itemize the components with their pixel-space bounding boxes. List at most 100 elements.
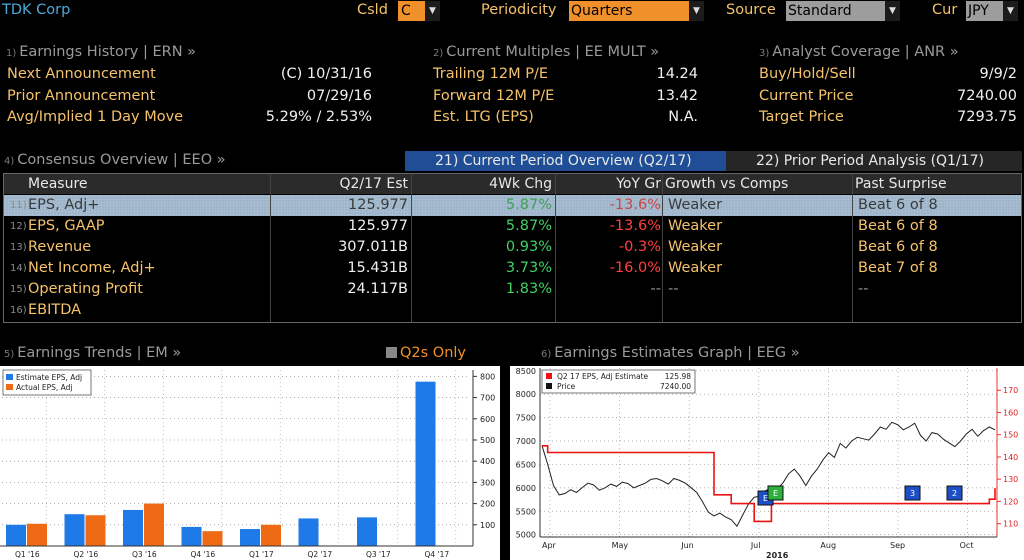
table-header: Measure Q2/17 Est 4Wk Chg YoY Gr Growth … <box>4 174 1021 194</box>
col-growth-vs-comps[interactable]: Growth vs Comps <box>665 176 789 192</box>
event-marker[interactable]: 2 <box>946 485 963 501</box>
current-multiples-link[interactable]: 2) Current Multiples | EE MULT » <box>433 44 659 60</box>
current-price-label: Current Price <box>759 88 854 104</box>
right-tick-label: 170 <box>1003 386 1018 395</box>
chg-cell: 5.87% <box>505 218 552 234</box>
surprise-cell: Beat 6 of 8 <box>858 239 938 255</box>
col-measure[interactable]: Measure <box>28 176 88 192</box>
row-number: 13) <box>10 242 27 253</box>
table-row[interactable]: 14) Net Income, Adj+ 15.431B 3.73% -16.0% Wea… <box>4 258 1021 279</box>
chg-cell: 0.93% <box>505 239 552 255</box>
marker-label: 3 <box>910 489 915 498</box>
x-tick-label: Q4 '16 <box>191 550 216 559</box>
y-tick-label: 700 <box>480 394 495 403</box>
col-yoy-gr[interactable]: YoY Gr <box>616 176 661 192</box>
event-marker[interactable]: 3 <box>904 485 921 501</box>
section-title: Earnings Trends | EM » <box>17 345 182 361</box>
measure-cell: Net Income, Adj+ <box>28 260 156 276</box>
table-row[interactable]: 15) Operating Profit 24.117B 1.83% -- -- -- <box>4 279 1021 300</box>
legend-price-value: 7240.00 <box>660 382 691 391</box>
right-tick-label: 150 <box>1003 431 1018 440</box>
target-price-label: Target Price <box>759 109 844 125</box>
row-number: 11) <box>10 200 27 211</box>
chg-cell: 3.73% <box>505 260 552 276</box>
trailing-pe-label: Trailing 12M P/E <box>433 66 549 82</box>
buy-hold-sell-label: Buy/Hold/Sell <box>759 66 856 82</box>
left-tick-label: 6000 <box>516 484 536 493</box>
col-past-surprise[interactable]: Past Surprise <box>855 176 947 192</box>
y-tick-label: 500 <box>480 436 495 445</box>
bar-estimate <box>123 509 143 546</box>
bar-actual <box>85 515 106 546</box>
prior-announcement-label: Prior Announcement <box>7 88 156 104</box>
q2s-only-toggle[interactable]: Q2s Only <box>386 345 466 361</box>
next-announcement-label: Next Announcement <box>7 66 156 82</box>
y-tick-label: 200 <box>480 500 495 509</box>
consensus-overview-link[interactable]: 4) Consensus Overview | EEO » <box>4 152 226 168</box>
event-marker[interactable]: E <box>767 485 784 501</box>
right-tick-label: 110 <box>1003 520 1018 529</box>
comps-cell: Weaker <box>668 239 723 255</box>
table-row[interactable]: 12) EPS, GAAP 125.977 5.87% -13.6% Weaker Beat… <box>4 216 1021 237</box>
periodicity-label: Periodicity <box>481 2 557 18</box>
tab-prior-period[interactable]: 22) Prior Period Analysis (Q1/17) <box>726 151 1022 171</box>
section-number: 2) <box>433 48 444 59</box>
measure-cell: EPS, GAAP <box>28 218 105 234</box>
csld-label: Csld <box>357 2 388 18</box>
earnings-history-link[interactable]: 1) Earnings History | ERN » <box>6 44 196 60</box>
right-tick-label: 160 <box>1003 408 1018 417</box>
estimate-cell: 125.977 <box>348 197 408 213</box>
section-title: Consensus Overview | EEO » <box>17 152 226 168</box>
section-number: 3) <box>759 48 770 59</box>
y-tick-label: 300 <box>480 478 495 487</box>
yoy-cell: -16.0% <box>609 260 661 276</box>
tab-current-period[interactable]: 21) Current Period Overview (Q2/17) <box>405 151 726 171</box>
marker-label: E <box>773 489 778 498</box>
earnings-estimates-chart: 5000 5500 6000 6500 7000 7500 8000 8500 110 120 13… <box>510 366 1024 560</box>
left-tick-label: 7000 <box>516 437 536 446</box>
currency-dropdown[interactable]: JPY ▼ <box>966 1 1018 21</box>
chevron-down-icon: ▼ <box>1003 1 1018 21</box>
buy-hold-sell-value: 9/9/2 <box>979 66 1017 82</box>
table-row[interactable]: 16) EBITDA <box>4 300 1021 321</box>
section-number: 6) <box>541 349 552 360</box>
ltg-label: Est. LTG (EPS) <box>433 109 534 125</box>
table-row[interactable]: 13) Revenue 307.011B 0.93% -0.3% Weaker Beat 6… <box>4 237 1021 258</box>
row-number: 15) <box>10 284 27 295</box>
forward-pe-label: Forward 12M P/E <box>433 88 555 104</box>
cur-label: Cur <box>932 2 958 18</box>
currency-value: JPY <box>968 3 989 19</box>
col-4wk-chg[interactable]: 4Wk Chg <box>489 176 552 192</box>
y-tick-label: 800 <box>480 372 495 381</box>
x-tick-label: Q1 '17 <box>249 550 274 559</box>
left-tick-label: 6500 <box>516 460 536 469</box>
section-title: Current Multiples | EE MULT » <box>446 44 660 60</box>
comps-cell: Weaker <box>668 218 723 234</box>
legend-price-series: Price <box>557 382 576 391</box>
periodicity-dropdown[interactable]: Quarters ▼ <box>569 1 704 21</box>
x-tick-label: Jun <box>680 541 694 550</box>
surprise-cell: Beat 6 of 8 <box>858 218 938 234</box>
earnings-trends-link[interactable]: 5) Earnings Trends | EM » <box>4 345 181 361</box>
col-estimate[interactable]: Q2/17 Est <box>339 176 408 192</box>
estimate-cell: 15.431B <box>347 260 408 276</box>
marker-label: E <box>763 494 768 503</box>
x-tick-label: Jul <box>750 541 761 550</box>
section-title: Analyst Coverage | ANR » <box>772 44 959 60</box>
table-row[interactable]: 11) EPS, Adj+ 125.977 5.87% -13.6% Weaker Beat… <box>4 195 1021 216</box>
csld-dropdown[interactable]: C ▼ <box>398 1 440 21</box>
day-move-label: Avg/Implied 1 Day Move <box>7 109 184 125</box>
toggle-label: Q2s Only <box>400 345 467 361</box>
x-tick-label: Oct <box>960 541 974 550</box>
series-line-estimate <box>542 445 996 523</box>
source-dropdown[interactable]: Standard ▼ <box>786 1 900 21</box>
marker-box <box>946 485 963 501</box>
marker-box <box>904 485 921 501</box>
right-tick-label: 120 <box>1003 497 1018 506</box>
day-move-value: 5.29% / 2.53% <box>265 109 372 125</box>
analyst-coverage-link[interactable]: 3) Analyst Coverage | ANR » <box>759 44 959 60</box>
x-year-label: 2016 <box>766 551 789 560</box>
x-tick-label: Apr <box>542 541 557 550</box>
comps-cell: -- <box>668 281 679 297</box>
earnings-graph-link[interactable]: 6) Earnings Estimates Graph | EEG » <box>541 345 800 361</box>
